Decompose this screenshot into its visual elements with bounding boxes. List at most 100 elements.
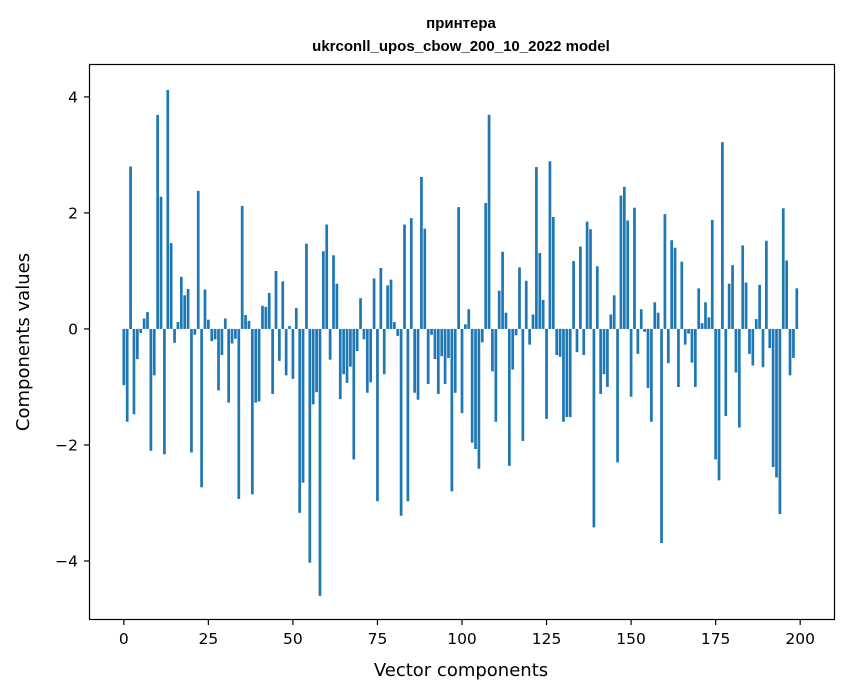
x-axis-ticks: 0 25 50 75 100 125 150 175 200 <box>119 619 815 648</box>
bar <box>423 228 427 329</box>
bar <box>670 240 674 329</box>
bar <box>690 328 694 363</box>
bar <box>518 267 521 329</box>
bar <box>737 328 741 428</box>
bar <box>565 328 569 418</box>
bar <box>169 243 173 329</box>
bar <box>771 328 775 468</box>
bar <box>278 328 281 361</box>
bar <box>213 328 217 340</box>
bar <box>562 328 565 422</box>
y-tick-label: −4 <box>55 552 78 570</box>
bar <box>572 261 575 329</box>
bar <box>365 328 369 393</box>
bar <box>305 243 308 329</box>
bar <box>146 312 149 329</box>
bar <box>592 328 596 528</box>
bar <box>548 161 552 329</box>
bar <box>227 328 231 403</box>
bar <box>484 203 488 329</box>
y-tick-label: −2 <box>55 436 78 454</box>
bar <box>477 328 481 469</box>
bar <box>656 312 660 329</box>
chart-title: принтера <box>426 15 496 32</box>
bar <box>717 328 721 481</box>
bar <box>166 89 170 329</box>
bar <box>521 328 525 441</box>
bar <box>633 207 636 329</box>
bar <box>264 306 268 329</box>
bar <box>551 216 555 329</box>
bar <box>332 255 335 329</box>
bar <box>210 328 214 342</box>
bar <box>501 251 504 329</box>
bar <box>754 319 758 329</box>
bar <box>768 328 772 349</box>
bar <box>186 288 190 329</box>
y-axis-ticks: −4 −2 0 2 4 <box>55 88 90 570</box>
bar <box>524 280 528 329</box>
bar <box>217 328 220 391</box>
bar <box>514 328 518 336</box>
bar <box>700 323 704 329</box>
bar <box>352 328 356 460</box>
bar <box>203 289 207 329</box>
bar <box>714 328 717 460</box>
bar <box>436 328 440 394</box>
bar <box>294 308 298 329</box>
bar <box>541 299 545 329</box>
bar <box>693 328 697 387</box>
bar <box>230 328 234 344</box>
bar <box>721 142 724 329</box>
x-axis-label: Vector components <box>374 660 548 681</box>
bar <box>122 328 126 386</box>
bar <box>447 328 450 358</box>
bar <box>318 328 322 596</box>
bar <box>163 328 166 455</box>
bar <box>697 288 701 329</box>
bar <box>298 328 302 513</box>
bar <box>650 328 653 422</box>
bar <box>135 328 139 360</box>
bar <box>727 283 731 329</box>
bar <box>342 328 345 375</box>
bar <box>616 328 619 463</box>
y-tick-label: 4 <box>68 88 78 106</box>
bar <box>778 328 782 514</box>
bar <box>426 328 430 385</box>
bar <box>409 218 413 329</box>
bar <box>152 328 156 376</box>
bar <box>464 324 467 329</box>
bar <box>389 279 393 329</box>
bar <box>220 328 224 356</box>
bar <box>207 319 210 329</box>
bar <box>379 268 383 329</box>
bar <box>223 318 227 329</box>
bar <box>585 221 589 329</box>
bar <box>338 328 342 400</box>
bar <box>626 220 630 329</box>
x-tick-label: 75 <box>368 630 388 648</box>
bar <box>460 328 464 414</box>
bar <box>450 328 454 492</box>
bar <box>308 328 312 563</box>
bar <box>751 328 755 366</box>
bar <box>538 252 542 329</box>
bar <box>609 314 613 329</box>
bar <box>568 328 572 418</box>
x-tick-label: 100 <box>447 630 477 648</box>
bar <box>748 328 751 354</box>
bar <box>125 328 129 422</box>
bar <box>707 317 711 329</box>
bar <box>416 328 420 400</box>
bar <box>761 328 765 368</box>
bar <box>156 114 159 329</box>
bar <box>288 326 291 329</box>
bar <box>612 295 616 329</box>
bar <box>284 328 288 376</box>
bar <box>281 281 285 329</box>
bar <box>639 309 643 329</box>
bar <box>589 229 592 329</box>
bar <box>724 328 728 416</box>
